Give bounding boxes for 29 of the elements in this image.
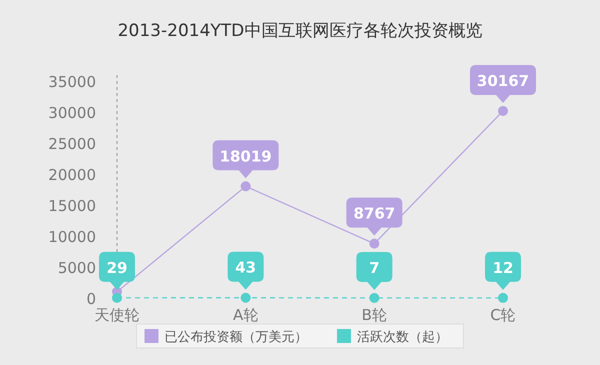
data-label: 30167 xyxy=(476,72,530,90)
y-tick-label: 35000 xyxy=(48,73,96,91)
y-tick-label: 0 xyxy=(86,290,96,308)
point xyxy=(369,292,380,303)
y-tick-label: 25000 xyxy=(48,135,96,153)
point xyxy=(369,238,380,249)
x-tick-label: C轮 xyxy=(490,306,516,324)
y-tick-label: 10000 xyxy=(48,228,96,246)
point xyxy=(240,292,251,303)
y-tick-label: 20000 xyxy=(48,166,96,184)
legend-label: 已公布投资额（万美元） xyxy=(164,329,308,345)
point xyxy=(498,292,508,303)
point xyxy=(112,292,122,303)
data-label: 12 xyxy=(492,258,514,277)
data-label: 43 xyxy=(235,258,256,277)
point xyxy=(498,106,508,116)
chart-title: 2013-2014YTD中国互联网医疗各轮次投资概览 xyxy=(118,21,482,41)
x-tick-label: 天使轮 xyxy=(94,306,140,324)
y-tick-label: 30000 xyxy=(48,104,96,122)
x-tick-label: B轮 xyxy=(362,306,387,324)
legend-label: 活跃次数（起） xyxy=(357,330,448,345)
data-label: 7 xyxy=(369,258,380,277)
data-label: 29 xyxy=(106,258,128,277)
y-tick-label: 5000 xyxy=(58,259,96,277)
data-label: 8767 xyxy=(353,204,396,223)
point xyxy=(240,181,251,192)
data-label: 18019 xyxy=(220,147,272,166)
y-tick-label: 15000 xyxy=(48,197,96,215)
x-tick-label: A轮 xyxy=(233,306,258,324)
